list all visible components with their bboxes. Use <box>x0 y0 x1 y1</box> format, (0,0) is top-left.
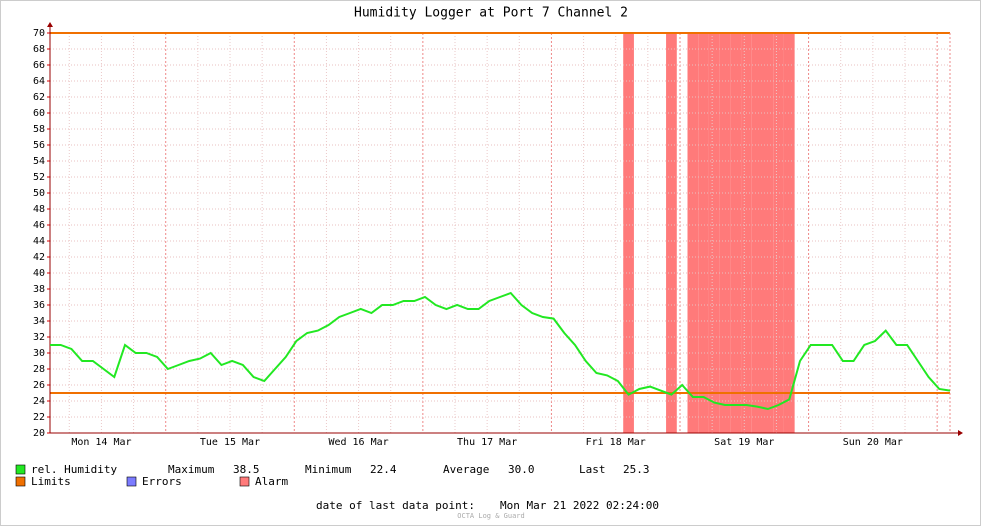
y-tick-label: 44 <box>33 236 45 247</box>
alarm-region <box>666 33 677 433</box>
y-tick-label: 54 <box>33 156 45 167</box>
y-tick-label: 64 <box>33 76 45 87</box>
credit: OCTA Log & Guard <box>457 512 524 520</box>
footer-value: Mon Mar 21 2022 02:24:00 <box>500 499 659 512</box>
stat-value: 22.4 <box>370 463 397 476</box>
x-tick-label: Sat 19 Mar <box>714 437 774 448</box>
alarm-region <box>623 33 634 433</box>
stat-label: Last <box>579 463 606 476</box>
stat-value: 30.0 <box>508 463 535 476</box>
y-tick-label: 48 <box>33 204 45 215</box>
legend-label: Alarm <box>255 475 288 488</box>
y-arrow <box>47 22 53 27</box>
y-tick-label: 58 <box>33 124 45 135</box>
y-tick-label: 32 <box>33 332 45 343</box>
y-tick-label: 20 <box>33 428 45 439</box>
x-tick-label: Fri 18 Mar <box>586 437 646 448</box>
y-tick-label: 24 <box>33 396 45 407</box>
x-tick-label: Mon 14 Mar <box>71 437 131 448</box>
y-tick-label: 42 <box>33 252 45 263</box>
alarm-region <box>730 33 742 433</box>
x-tick-label: Thu 17 Mar <box>457 437 517 448</box>
alarm-region <box>741 33 752 433</box>
y-tick-label: 68 <box>33 44 45 55</box>
y-tick-label: 34 <box>33 316 45 327</box>
y-tick-label: 22 <box>33 412 45 423</box>
x-arrow <box>958 430 963 436</box>
legend-label: Limits <box>31 475 71 488</box>
x-tick-label: Sun 20 Mar <box>843 437 903 448</box>
y-tick-label: 28 <box>33 364 45 375</box>
legend-label: rel. Humidity <box>31 463 117 476</box>
y-tick-label: 50 <box>33 188 45 199</box>
alarm-region <box>687 33 699 433</box>
y-tick-label: 60 <box>33 108 45 119</box>
stat-value: 25.3 <box>623 463 650 476</box>
alarm-region <box>773 33 784 433</box>
y-tick-label: 30 <box>33 348 45 359</box>
y-tick-label: 56 <box>33 140 45 151</box>
legend-label: Errors <box>142 475 182 488</box>
x-tick-label: Wed 16 Mar <box>328 437 388 448</box>
stat-value: 38.5 <box>233 463 260 476</box>
alarm-region <box>698 33 709 433</box>
y-tick-label: 62 <box>33 92 45 103</box>
y-tick-label: 36 <box>33 300 45 311</box>
y-tick-label: 38 <box>33 284 45 295</box>
y-tick-label: 52 <box>33 172 45 183</box>
x-tick-label: Tue 15 Mar <box>200 437 260 448</box>
footer-label: date of last data point: <box>316 499 475 512</box>
y-tick-label: 70 <box>33 28 45 39</box>
humidity-line <box>50 291 951 411</box>
legend-swatch <box>15 476 26 487</box>
legend-swatch <box>239 476 250 487</box>
stat-label: Average <box>443 463 489 476</box>
stat-label: Maximum <box>168 463 215 476</box>
legend-swatch <box>15 464 26 475</box>
y-tick-label: 40 <box>33 268 45 279</box>
alarm-region <box>762 33 774 433</box>
legend-swatch <box>126 476 137 487</box>
alarm-region <box>783 33 795 433</box>
stat-label: Minimum <box>305 463 352 476</box>
y-tick-label: 66 <box>33 60 45 71</box>
y-tick-label: 46 <box>33 220 45 231</box>
alarm-region <box>708 33 720 433</box>
chart-title: Humidity Logger at Port 7 Channel 2 <box>354 6 628 21</box>
alarm-region <box>751 33 763 433</box>
y-tick-label: 26 <box>33 380 45 391</box>
alarm-region <box>719 33 731 433</box>
